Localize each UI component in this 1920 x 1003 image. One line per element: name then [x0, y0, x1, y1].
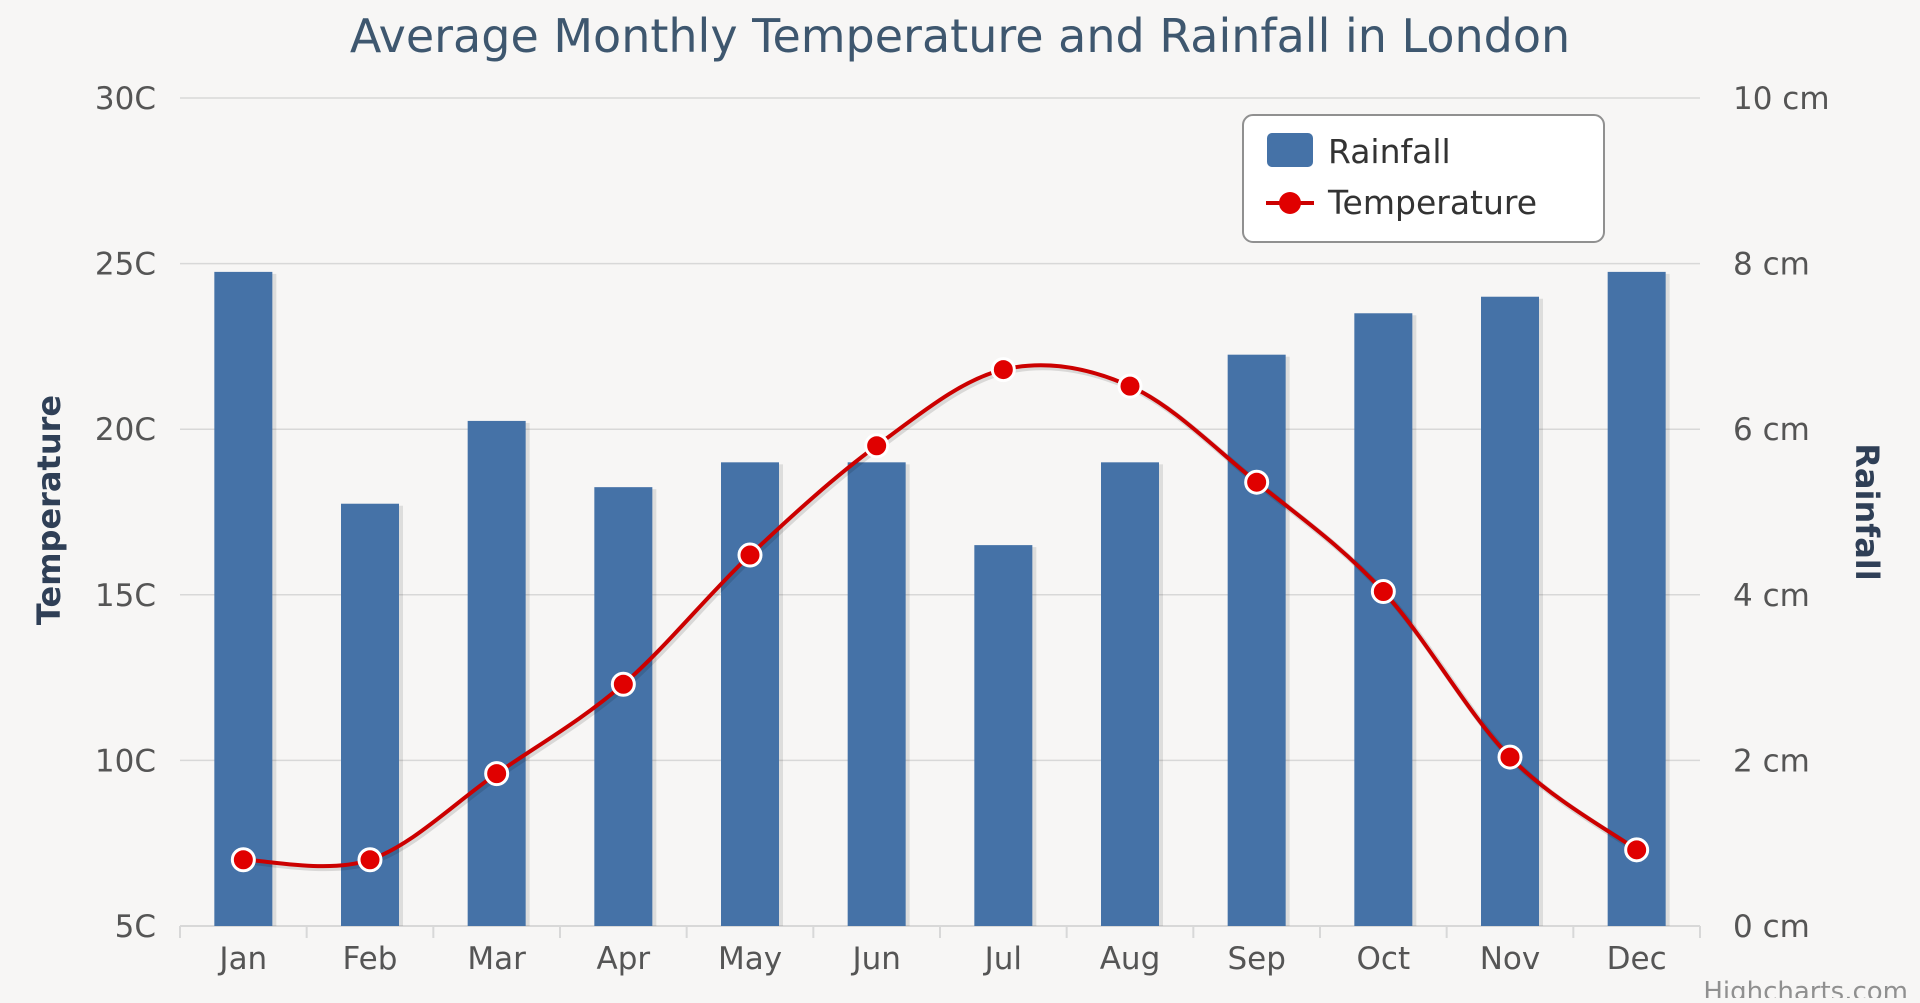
y-left-tick-label: 25C: [95, 247, 156, 283]
x-tick-label: Jun: [850, 941, 900, 977]
x-tick-label: Nov: [1480, 941, 1541, 977]
x-axis: Jan Feb Mar Apr May Jun Jul Aug Sep Oct Nov Dec: [179, 926, 1701, 977]
chart-title: Average Monthly Temperature and Rainfall…: [350, 9, 1570, 63]
legend-rainfall-swatch: [1267, 133, 1313, 167]
y-left-tick-label: 20C: [95, 412, 156, 448]
y-axis-right: 0 cm 2 cm 4 cm 6 cm 8 cm 10 cm: [1733, 81, 1830, 945]
temperature-point[interactable]: [1117, 373, 1143, 399]
y-right-tick-label: 2 cm: [1733, 743, 1810, 779]
temperature-point[interactable]: [1624, 837, 1650, 863]
legend-temperature-label: Temperature: [1327, 183, 1537, 222]
rainfall-bar[interactable]: [1354, 313, 1413, 926]
y-axis-right-title: Rainfall: [1848, 443, 1886, 580]
temperature-point[interactable]: [1244, 469, 1270, 495]
x-tick-label: Sep: [1227, 941, 1285, 977]
temperature-line: [230, 357, 1650, 873]
x-tick-label: Jan: [217, 941, 267, 977]
temperature-point[interactable]: [230, 847, 256, 873]
legend: Rainfall Temperature: [1242, 114, 1605, 243]
x-tick-label: Mar: [467, 941, 526, 977]
rainfall-bar[interactable]: [1607, 271, 1666, 926]
x-tick-label: Jul: [983, 941, 1022, 977]
legend-item-temperature[interactable]: Temperature: [1266, 183, 1537, 222]
y-axis-left: 5C 10C 15C 20C 25C 30C: [95, 81, 156, 945]
y-right-tick-label: 0 cm: [1733, 909, 1810, 945]
x-tick-label: Apr: [597, 941, 651, 977]
temperature-point[interactable]: [484, 761, 510, 787]
y-right-tick-label: 10 cm: [1733, 81, 1830, 117]
y-right-tick-label: 6 cm: [1733, 412, 1810, 448]
rainfall-bar[interactable]: [1101, 462, 1159, 926]
y-right-tick-label: 4 cm: [1733, 578, 1810, 614]
x-tick-label: Aug: [1100, 941, 1161, 977]
y-left-tick-label: 10C: [95, 743, 156, 779]
rainfall-bars: [214, 271, 1670, 927]
x-tick-label: Feb: [343, 941, 398, 977]
legend-item-rainfall[interactable]: Rainfall: [1267, 132, 1451, 171]
rainfall-bar[interactable]: [1227, 354, 1286, 926]
rainfall-bar[interactable]: [214, 271, 273, 926]
temperature-point[interactable]: [1370, 578, 1396, 604]
temperature-point[interactable]: [1497, 744, 1523, 770]
y-left-tick-label: 15C: [95, 578, 156, 614]
legend-temperature-marker: [1279, 192, 1301, 214]
y-axis-left-title: Temperature: [30, 395, 68, 625]
temperature-point[interactable]: [610, 671, 636, 697]
rainfall-bar[interactable]: [847, 462, 906, 926]
x-tick-label: Oct: [1357, 941, 1411, 977]
rainfall-bar[interactable]: [974, 545, 1033, 926]
temperature-point[interactable]: [737, 542, 763, 568]
y-left-tick-label: 5C: [115, 909, 156, 945]
x-tick-label: Dec: [1607, 941, 1667, 977]
rainfall-bar[interactable]: [467, 420, 526, 926]
temperature-point[interactable]: [864, 433, 890, 459]
rainfall-bar[interactable]: [1481, 296, 1539, 927]
x-tick-label: May: [718, 941, 782, 977]
legend-box: [1242, 114, 1605, 243]
y-right-tick-label: 8 cm: [1733, 247, 1810, 283]
y-left-tick-label: 30C: [95, 81, 156, 117]
rainfall-bar[interactable]: [594, 487, 653, 926]
rainfall-bar[interactable]: [721, 462, 779, 926]
temperature-point[interactable]: [357, 847, 383, 873]
temperature-point[interactable]: [990, 357, 1016, 383]
chart-credit[interactable]: Highcharts.com: [1703, 977, 1908, 1003]
legend-rainfall-label: Rainfall: [1328, 132, 1451, 171]
